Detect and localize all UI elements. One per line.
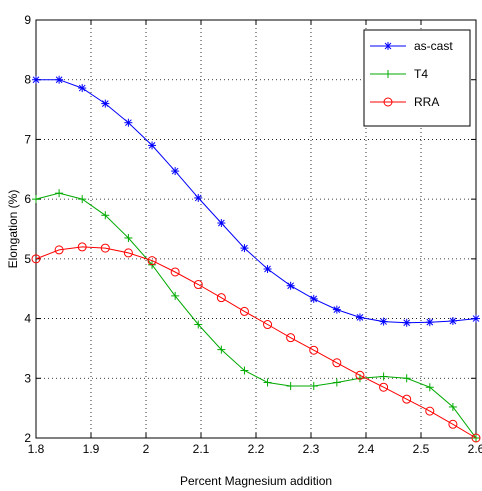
data-point (100, 243, 110, 253)
data-point (402, 394, 412, 404)
legend: as-cast T4 RRA (363, 29, 471, 127)
data-point (170, 267, 180, 277)
data-point (123, 248, 133, 258)
data-point (263, 265, 272, 274)
legend-label: RRA (414, 95, 439, 109)
data-point (32, 195, 40, 204)
data-point (425, 406, 435, 416)
data-point (171, 167, 180, 176)
data-point (286, 333, 296, 343)
x-tick-label: 2.5 (413, 442, 430, 456)
data-point (31, 254, 41, 264)
data-point (425, 383, 434, 392)
data-point (239, 306, 249, 316)
data-point (217, 345, 226, 354)
data-point (32, 75, 40, 84)
data-point (240, 366, 249, 375)
y-tick-label: 5 (24, 252, 31, 266)
data-point (309, 382, 318, 391)
series-layer (31, 75, 481, 443)
data-point (263, 320, 273, 330)
x-tick-label: 2.6 (468, 442, 482, 456)
legend-item: as-cast (370, 39, 453, 53)
data-point (101, 99, 110, 108)
data-point (54, 245, 64, 255)
data-point (55, 75, 64, 84)
data-point (193, 280, 203, 290)
data-point (240, 244, 249, 253)
data-point (402, 374, 411, 383)
y-tick-label: 2 (24, 431, 31, 445)
x-tick-label: 1.8 (28, 442, 45, 456)
data-point (171, 291, 180, 300)
y-tick-label: 3 (24, 371, 31, 385)
data-point (286, 382, 295, 391)
y-tick-label: 8 (24, 73, 31, 87)
x-tick-label: 2.1 (193, 442, 210, 456)
data-point (309, 345, 319, 355)
y-axis-title: Elongation (%) (6, 190, 20, 269)
data-point (263, 378, 272, 387)
series-as-cast (32, 75, 480, 327)
x-tick-label: 2.3 (303, 442, 320, 456)
data-point (124, 118, 133, 127)
data-point (78, 195, 87, 204)
data-point (77, 242, 87, 252)
legend-item: T4 (370, 67, 428, 81)
data-point (124, 233, 133, 242)
y-tick-label: 6 (24, 192, 31, 206)
x-axis-title: Percent Magnesium addition (180, 474, 332, 488)
data-point (332, 358, 342, 368)
data-point (384, 70, 392, 78)
data-point (448, 419, 458, 429)
x-tick-label: 2 (143, 442, 150, 456)
legend-item: RRA (370, 95, 439, 109)
data-point (101, 211, 110, 220)
data-point (425, 318, 434, 327)
data-point (216, 293, 226, 303)
data-point (379, 317, 388, 326)
x-tick-label: 1.9 (83, 442, 100, 456)
y-tick-label: 7 (24, 132, 31, 146)
data-point (355, 370, 365, 380)
data-point (217, 219, 226, 228)
data-point (194, 193, 203, 202)
x-tick-label: 2.4 (358, 442, 375, 456)
legend-label: as-cast (414, 39, 453, 53)
data-point (448, 402, 457, 411)
data-point (448, 316, 457, 325)
series-line (35, 246, 477, 439)
data-point (355, 313, 364, 322)
data-point (148, 141, 157, 150)
data-point (379, 372, 388, 381)
data-point (55, 189, 64, 198)
legend-label: T4 (414, 67, 428, 81)
data-point (384, 42, 392, 50)
data-point (402, 318, 411, 327)
y-tick-label: 4 (24, 312, 31, 326)
data-point (332, 305, 341, 314)
data-point (383, 97, 393, 107)
series-RRA (31, 242, 481, 443)
data-point (379, 382, 389, 392)
data-point (472, 314, 480, 323)
data-point (194, 320, 203, 329)
axis-ticks: 1.8 1.9 2 2.1 2.2 2.3 2.4 2.5 2.6 2 3 4 5 6 7 8 9 (24, 13, 482, 456)
data-point (286, 281, 295, 290)
data-point (309, 294, 318, 303)
data-point (471, 433, 481, 443)
data-point (78, 84, 87, 93)
data-point (147, 256, 157, 266)
x-tick-label: 2.2 (248, 442, 265, 456)
data-point (332, 378, 341, 387)
y-tick-label: 9 (24, 13, 31, 27)
